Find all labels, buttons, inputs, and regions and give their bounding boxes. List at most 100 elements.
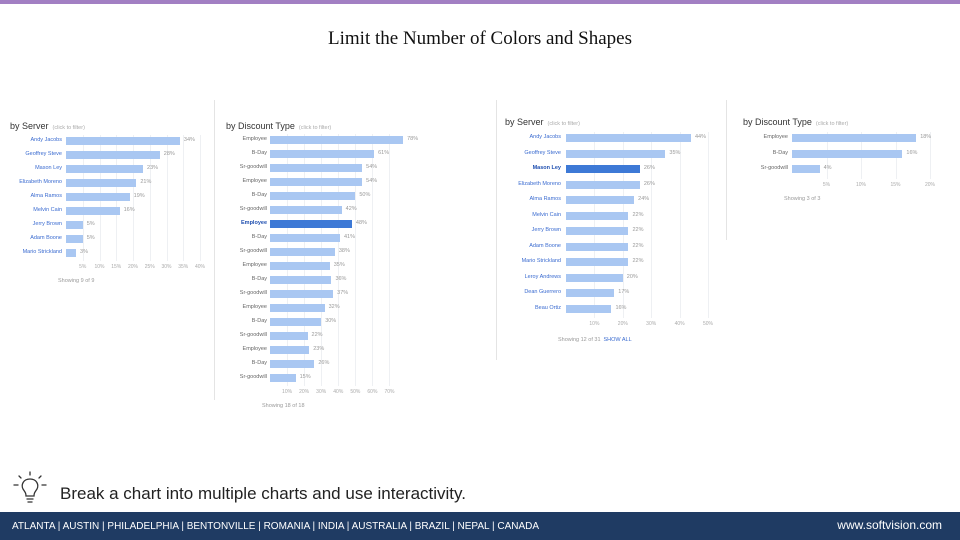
bar-row[interactable]: Jerry Brown 5% [10,219,230,230]
category-label[interactable]: Melvin Cain [532,211,561,218]
bar[interactable] [270,332,308,340]
bar-row[interactable]: Mario Strickland 3% [10,247,230,258]
bar-row[interactable]: Employee 23% [226,344,428,355]
bar[interactable] [66,137,180,145]
bar[interactable] [270,318,322,326]
category-label[interactable]: Beau Ortiz [535,304,561,311]
bar[interactable] [270,206,342,214]
category-label[interactable]: Sr-goodwill [239,248,267,254]
bar-row[interactable]: Dean Guerrero 17% [505,287,738,298]
category-label[interactable]: B-Day [251,150,267,156]
bar-row[interactable]: B-Day 50% [226,190,428,201]
bar-row[interactable]: Employee 78% [226,134,428,145]
category-label[interactable]: Sr-goodwill [239,290,267,296]
bar[interactable] [270,164,363,172]
bar-row[interactable]: Mason Ley 26% [505,163,738,174]
bar-row[interactable]: Sr-goodwill 37% [226,288,428,299]
bar-row[interactable]: Adam Boone 5% [10,233,230,244]
bar-row[interactable]: Sr-goodwill 15% [226,372,428,383]
bar[interactable] [270,192,356,200]
bar[interactable] [270,136,404,144]
bar[interactable] [566,242,629,251]
bar-row[interactable]: Sr-goodwill 22% [226,330,428,341]
category-label[interactable]: B-Day [251,234,267,240]
category-label[interactable]: Adam Boone [529,242,561,249]
category-label[interactable]: Employee [763,134,788,140]
category-label[interactable]: Mario Strickland [22,249,62,255]
category-label[interactable]: Employee [242,262,267,268]
bar-row[interactable]: Employee 35% [226,260,428,271]
bar[interactable] [66,207,120,215]
bar[interactable] [566,180,640,189]
bar-row[interactable]: B-Day 26% [226,358,428,369]
category-label[interactable]: Sr-goodwill [239,206,267,212]
category-label[interactable]: Geoffrey Steve [524,149,561,156]
bar[interactable] [792,165,820,173]
bar-row[interactable]: Alma Ramos 24% [505,194,738,205]
bar[interactable] [66,165,144,173]
category-label[interactable]: Sr-goodwill [239,332,267,338]
bar[interactable] [270,360,315,368]
bar[interactable] [566,134,691,142]
category-label[interactable]: Employee [242,136,267,142]
bar-row[interactable]: Adam Boone 22% [505,241,738,252]
bar[interactable] [270,262,330,270]
bar[interactable] [66,235,83,243]
bar-row[interactable]: Alma Ramos 19% [10,191,230,202]
category-label[interactable]: Employee [242,178,267,184]
bar[interactable] [792,149,903,158]
bar[interactable] [66,193,130,201]
bar-row[interactable]: Employee 54% [226,176,428,187]
bar[interactable] [566,165,640,173]
bar-row[interactable]: Mason Ley 23% [10,163,230,174]
category-label[interactable]: Employee [242,346,267,352]
bar-row[interactable]: B-Day 61% [226,148,428,159]
bar[interactable] [566,273,623,282]
category-label[interactable]: Elizabeth Moreno [518,180,561,187]
category-label[interactable]: Dean Guerrero [524,289,561,295]
bar[interactable] [270,276,332,284]
bar-row[interactable]: Beau Ortiz 16% [505,303,738,314]
category-label[interactable]: B-Day [251,192,267,198]
bar[interactable] [270,178,363,186]
category-label[interactable]: B-Day [772,149,788,156]
category-label[interactable]: Andy Jacobs [30,137,63,143]
bar-row[interactable]: B-Day 41% [226,232,428,243]
bar[interactable] [66,179,137,187]
bar-row[interactable]: Mario Strickland 22% [505,256,738,267]
bar-row[interactable]: Sr-goodwill 38% [226,246,428,257]
bar[interactable] [270,220,352,228]
bar-row[interactable]: Melvin Cain 16% [10,205,230,216]
category-label[interactable]: Mario Strickland [521,258,561,264]
bar-row[interactable]: Sr-goodwill 4% [743,163,960,174]
category-label[interactable]: Sr-goodwill [239,374,267,380]
category-label[interactable]: B-Day [251,360,267,366]
bar-row[interactable]: Geoffrey Steve 35% [505,148,738,159]
show-all-link[interactable]: SHOW ALL [603,337,632,343]
bar-row[interactable]: B-Day 36% [226,274,428,285]
bar[interactable] [566,227,629,235]
bar[interactable] [566,196,635,204]
category-label[interactable]: Alma Ramos [529,196,561,202]
category-label[interactable]: Employee [242,304,267,310]
bar-row[interactable]: Geoffrey Steve 28% [10,149,230,160]
bar[interactable] [270,150,375,158]
bar-row[interactable]: B-Day 30% [226,316,428,327]
bar[interactable] [270,248,335,256]
category-label[interactable]: Elizabeth Moreno [19,179,62,185]
category-label[interactable]: Alma Ramos [30,193,62,199]
category-label[interactable]: Mason Ley [532,165,561,171]
bar[interactable] [270,234,340,242]
bar-row[interactable]: Elizabeth Moreno 26% [505,179,738,190]
bar-row[interactable]: B-Day 16% [743,148,960,159]
bar[interactable] [270,290,334,298]
bar[interactable] [270,304,325,312]
bar[interactable] [566,211,629,220]
category-label[interactable]: Jerry Brown [531,227,561,233]
bar-row[interactable]: Andy Jacobs 44% [505,132,738,143]
bar-row[interactable]: Melvin Cain 22% [505,210,738,221]
bar-row[interactable]: Leroy Andrews 20% [505,272,738,283]
bar[interactable] [566,149,666,158]
category-label[interactable]: Melvin Cain [33,207,62,213]
bar[interactable] [792,134,917,142]
